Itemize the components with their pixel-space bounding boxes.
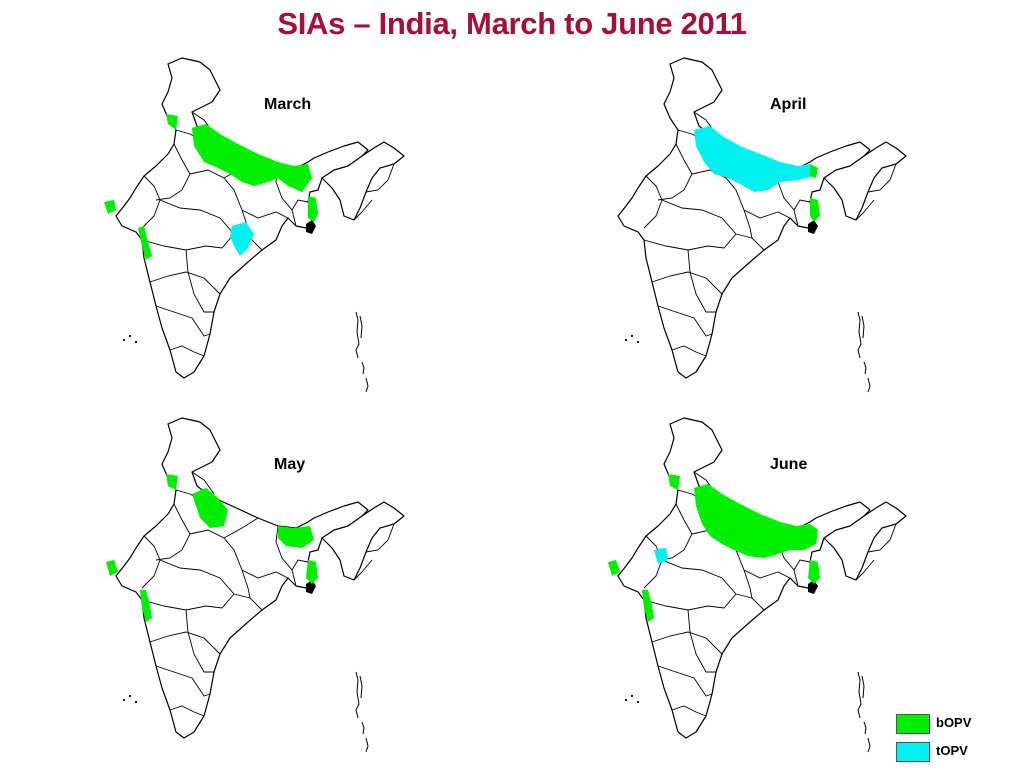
panel-label-april: April [770, 96, 807, 113]
legend-item-bopv: bOPV [896, 712, 1006, 734]
topv-regions [230, 222, 254, 256]
topv-region-central [230, 222, 254, 256]
bopv-regions [810, 164, 820, 222]
panel-label-march: March [264, 96, 312, 113]
bopv-regions [106, 474, 318, 622]
bopv-region-north [694, 484, 818, 558]
legend-item-topv: tOPV [896, 740, 1006, 762]
panel-label-june: June [770, 456, 808, 473]
india-map-march [104, 57, 405, 393]
bopv-regions [608, 474, 820, 622]
bopv-region-west-up [192, 488, 228, 528]
page-title: SIAs – India, March to June 2011 [277, 6, 747, 41]
india-map-june [608, 417, 907, 753]
panel-label-may: May [274, 456, 306, 473]
legend-label-topv: tOPV [936, 743, 968, 758]
bopv-region-gujarat [608, 560, 620, 576]
map-panel-april: April [584, 50, 924, 393]
india-map-may [106, 417, 405, 753]
bopv-regions [104, 114, 318, 260]
bopv-region-bihar-edge [810, 164, 818, 178]
bopv-region-maharashtra [140, 590, 152, 622]
bopv-region-punjab [166, 474, 178, 490]
legend-swatch-topv [896, 742, 930, 762]
topv-region-rajasthan [654, 548, 668, 564]
map-panel-may: May [82, 410, 422, 753]
topv-region-north [694, 126, 814, 192]
bopv-region-punjab [166, 114, 178, 130]
bopv-region-bengal [308, 196, 318, 222]
bopv-region-bengal [306, 560, 318, 584]
bopv-region-gujarat [106, 560, 118, 576]
bopv-region-maharashtra [642, 590, 654, 622]
map-panel-june: June [584, 410, 924, 753]
bopv-region-north [192, 124, 312, 192]
bopv-region-bihar [278, 526, 314, 548]
map-panel-march: March [82, 50, 422, 393]
bopv-region-punjab [668, 474, 680, 490]
legend-label-bopv: bOPV [936, 715, 972, 730]
topv-regions [694, 126, 814, 192]
bopv-region-maharashtra [138, 226, 152, 260]
india-map-april [617, 57, 907, 393]
bopv-region-gujarat [104, 200, 116, 214]
legend: bOPV tOPV [896, 712, 1006, 768]
bopv-region-bengal [810, 198, 820, 222]
topv-regions [654, 548, 668, 564]
bopv-region-bengal [808, 560, 820, 584]
legend-swatch-bopv [896, 714, 930, 734]
